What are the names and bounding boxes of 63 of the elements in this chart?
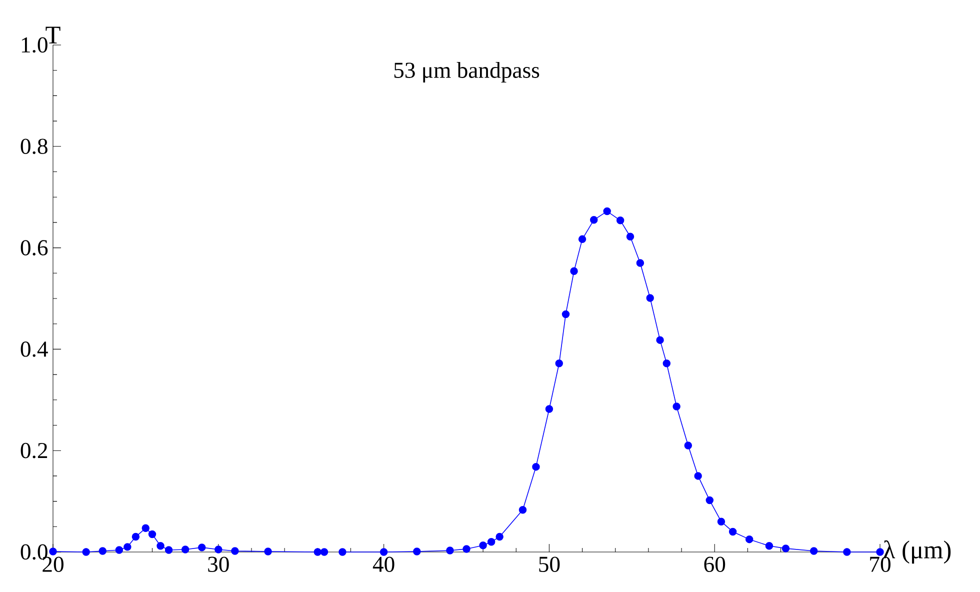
point [462,545,470,553]
point [320,548,328,556]
point [264,548,272,556]
point [562,310,570,318]
y-tick-label: 0.8 [20,138,48,154]
x-tick-label: 60 [704,556,726,572]
y-axis-title: T [46,26,60,44]
point [164,546,173,554]
point [124,543,132,551]
x-tick-label: 40 [372,556,394,572]
point [694,472,702,480]
point [684,442,692,450]
point [626,232,634,241]
point [876,548,884,556]
point [745,535,754,544]
point [532,462,540,471]
x-tick-label: 30 [208,556,229,572]
point [656,336,664,344]
point [181,546,190,554]
point [479,542,487,550]
point [82,548,90,556]
y-tick-label: 0.4 [20,341,48,357]
point [570,267,578,275]
point [338,548,346,556]
point [728,528,737,536]
x-tick-label: 50 [539,556,560,572]
point [413,548,421,556]
point [314,548,322,556]
y-tick-label: 0.6 [20,240,48,256]
point [214,546,222,554]
point [765,542,774,550]
point [142,524,150,532]
y-tick-label: 0.2 [20,442,48,458]
point [616,216,624,224]
point [706,496,714,504]
point [487,538,496,546]
point [198,544,206,552]
point [231,547,239,555]
point [380,548,388,556]
point [810,547,818,555]
point [555,360,563,368]
point [717,518,726,526]
point [132,532,140,541]
point [782,544,790,552]
point [646,294,654,302]
y-tick-label: 1.0 [22,37,48,53]
point [636,259,644,267]
point [545,405,554,413]
point [148,530,156,538]
point [843,548,851,556]
point [518,506,527,514]
point [49,548,57,556]
point [603,207,611,216]
point [496,532,504,541]
point [98,547,106,555]
point [590,216,598,224]
point [578,235,586,244]
point [446,546,454,554]
point [662,360,671,368]
point [156,542,164,550]
point [115,546,124,554]
point [672,402,680,410]
text: 53 μm bandpass [394,62,540,83]
